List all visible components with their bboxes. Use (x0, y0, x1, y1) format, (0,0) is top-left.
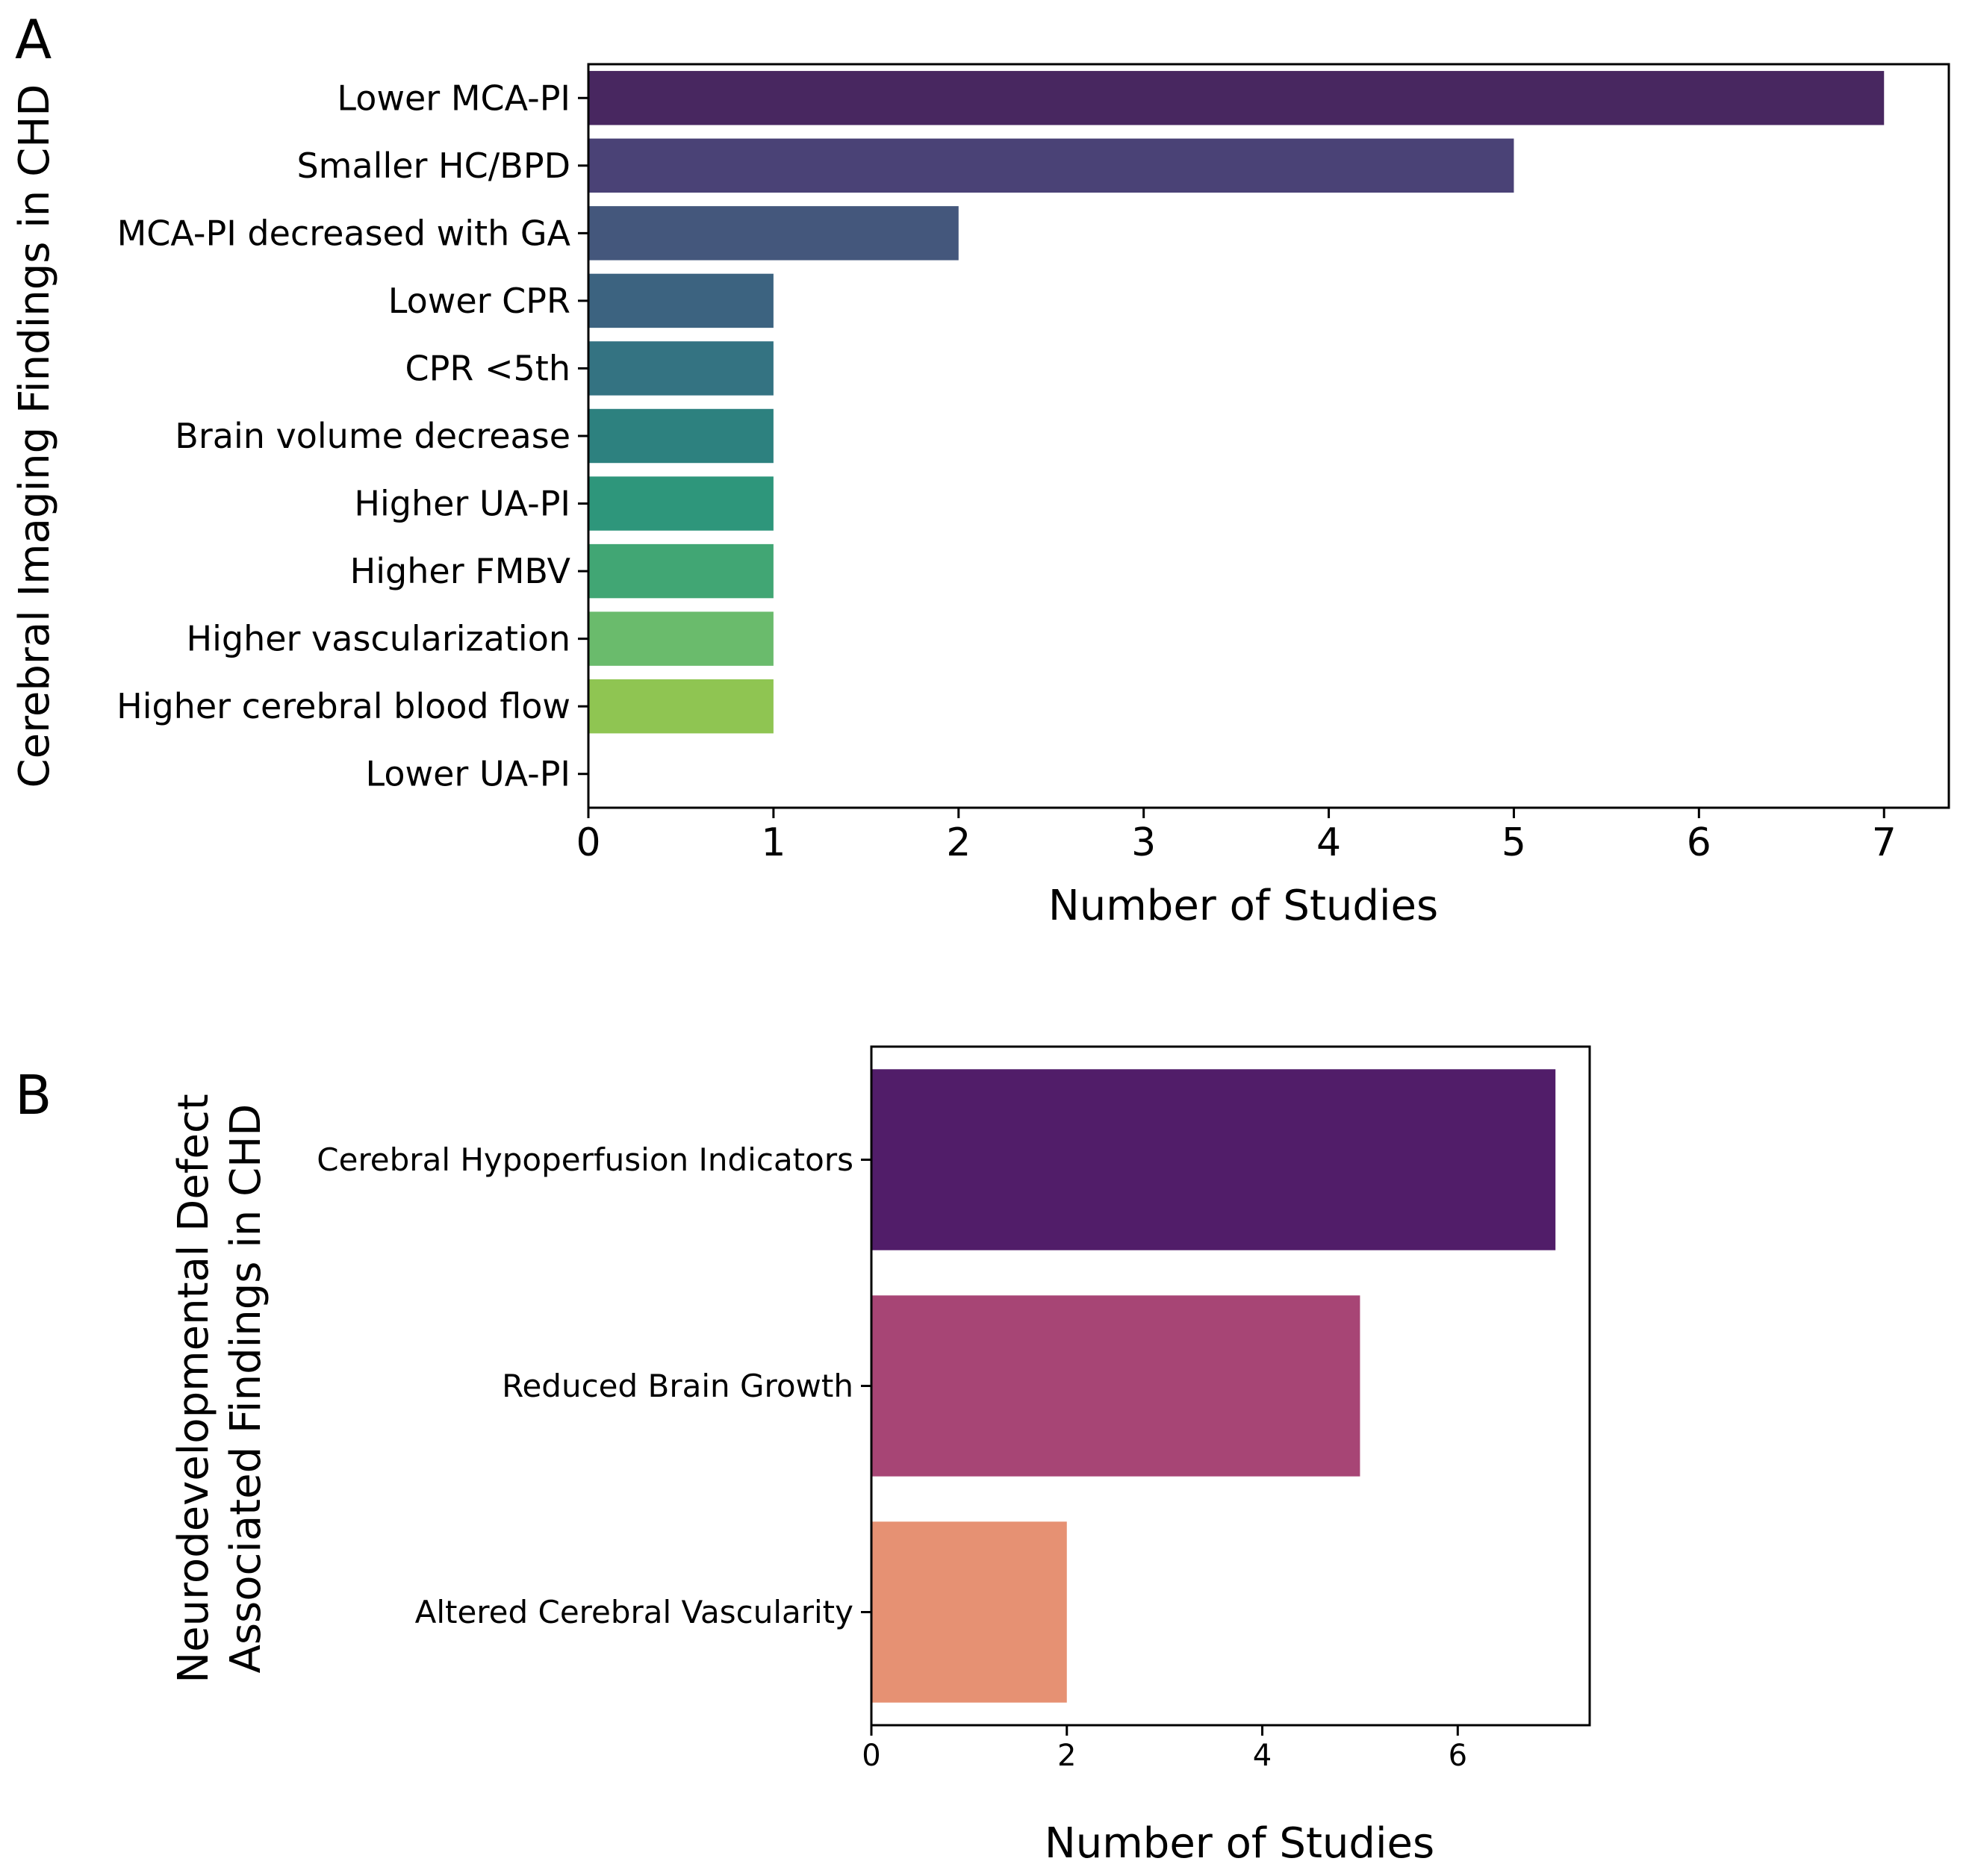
panel-b-x-axis-title: Number of Studies (1045, 1819, 1434, 1868)
panel-b-y-axis-title-line-1: Neurodevelopmental Defect (169, 1094, 218, 1683)
x-tick-label-a-1: 1 (761, 820, 786, 865)
y-tick-label-a-7: Higher FMBV (350, 551, 571, 591)
x-tick-label-a-5: 5 (1502, 820, 1526, 865)
bar-a-4 (588, 341, 774, 396)
y-tick-label-b-1: Reduced Brain Growth (502, 1368, 853, 1404)
panel-a: A Lower MCA-PI Smaller HC/BPD MCA-PI decre… (10, 8, 1950, 930)
panel-a-bars (588, 71, 1885, 734)
bar-a-2 (588, 206, 959, 261)
y-tick-label-a-3: Lower CPR (388, 281, 570, 321)
x-tick-label-b-1: 2 (1057, 1739, 1076, 1773)
panel-b-letter: B (15, 1064, 52, 1126)
bar-a-3 (588, 273, 774, 328)
panel-b-y-axis-title-line-2: Associated Findings in CHD (222, 1104, 270, 1674)
x-tick-label-b-2: 4 (1253, 1739, 1272, 1773)
bar-b-0 (871, 1069, 1556, 1250)
bar-a-0 (588, 71, 1885, 125)
bar-a-8 (588, 611, 774, 666)
bar-a-1 (588, 138, 1514, 193)
x-tick-label-a-0: 0 (576, 820, 600, 865)
bar-a-6 (588, 476, 774, 531)
x-tick-label-a-2: 2 (946, 820, 971, 865)
bar-a-5 (588, 408, 774, 464)
x-tick-label-a-3: 3 (1131, 820, 1156, 865)
panel-b: B Cerebral Hypoperfusion Indicators Reduc… (15, 1045, 1591, 1868)
y-tick-label-a-9: Higher cerebral blood flow (116, 686, 570, 726)
y-tick-label-b-0: Cerebral Hypoperfusion Indicators (317, 1141, 853, 1178)
panel-b-bars (871, 1069, 1556, 1703)
y-tick-label-a-6: Higher UA-PI (354, 484, 570, 524)
x-tick-label-a-4: 4 (1316, 820, 1341, 865)
y-tick-label-a-10: Lower UA-PI (366, 754, 570, 794)
x-tick-label-b-3: 6 (1449, 1739, 1467, 1773)
bar-b-1 (871, 1295, 1360, 1477)
panel-a-letter: A (15, 8, 52, 71)
bar-a-9 (588, 679, 774, 734)
y-tick-label-a-1: Smaller HC/BPD (296, 146, 570, 186)
panel-a-y-ticks: Lower MCA-PI Smaller HC/BPD MCA-PI decreas… (116, 78, 588, 794)
panel-a-y-axis-title: Cerebral Imaging Findings in CHD (10, 84, 59, 788)
x-tick-label-a-6: 6 (1687, 820, 1711, 865)
panel-a-x-ticks: 0 1 2 3 4 5 6 7 (576, 808, 1897, 865)
y-tick-label-a-5: Brain volume decrease (175, 416, 570, 456)
panel-b-x-ticks: 0 2 4 6 (862, 1725, 1467, 1773)
x-tick-label-a-7: 7 (1872, 820, 1897, 865)
y-tick-label-a-0: Lower MCA-PI (337, 78, 570, 118)
y-tick-label-a-4: CPR <5th (405, 348, 570, 388)
y-tick-label-b-2: Altered Cerebral Vascularity (415, 1594, 853, 1630)
panel-b-y-ticks: Cerebral Hypoperfusion Indicators Reduced… (317, 1141, 871, 1630)
bar-b-2 (871, 1521, 1067, 1703)
bar-a-7 (588, 543, 774, 599)
y-tick-label-a-8: Higher vascularization (187, 619, 571, 659)
y-tick-label-a-2: MCA-PI decreased with GA (117, 213, 571, 253)
x-tick-label-b-0: 0 (862, 1739, 880, 1773)
panel-a-x-axis-title: Number of Studies (1048, 882, 1438, 930)
